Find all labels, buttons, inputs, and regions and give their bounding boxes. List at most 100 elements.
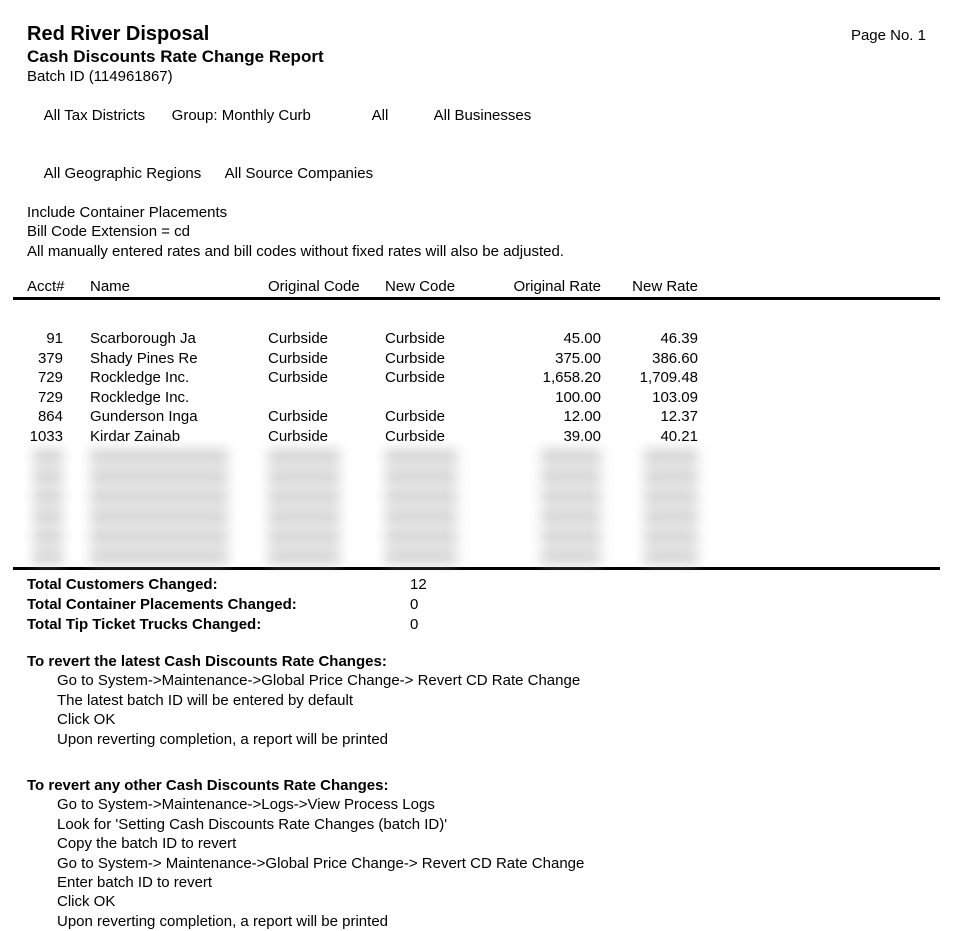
total-customers-label: Total Customers Changed:: [27, 575, 218, 593]
instruction-step: Click OK: [57, 893, 116, 911]
cell-new-code: [385, 388, 505, 407]
cell-new-rate: 1,709.48: [639, 369, 698, 387]
bill-code-line: Bill Code Extension = cd: [27, 223, 191, 241]
cell-acct: 1033: [29, 427, 63, 445]
cell-new-code: Curbside: [385, 349, 446, 367]
cell-original-rate: 12.00: [563, 408, 601, 426]
cell-acct: 729: [37, 388, 63, 406]
col-header-new-code: New Code: [385, 278, 456, 296]
report-header: Red River Disposal Page No. 1: [27, 22, 926, 46]
redacted-rows: [13, 447, 940, 567]
rate-change-table: Acct# Name Original Code New Code Origin…: [13, 277, 940, 567]
total-container-placements-label: Total Container Placements Changed:: [27, 595, 297, 613]
company-name: Red River Disposal: [27, 23, 210, 45]
table-bottom-rule: [13, 566, 940, 570]
total-tip-ticket-trucks-value: 0: [410, 615, 419, 633]
cell-name: Kirdar Zainab: [90, 427, 181, 445]
total-container-placements-value: 0: [410, 595, 419, 613]
redacted-row: [13, 467, 940, 487]
cell-original-code: [268, 388, 385, 407]
col-header-original-rate: Original Rate: [513, 278, 601, 296]
cell-new-rate: 46.39: [660, 330, 698, 348]
instruction-step: Go to System->Maintenance->Logs->View Pr…: [57, 796, 435, 814]
filter-group: Group: Monthly Curb: [171, 106, 311, 124]
filter-all: All: [371, 106, 389, 124]
table-row: 729 Rockledge Inc. 100.00 103.09: [13, 388, 940, 407]
filter-businesses: All Businesses: [433, 106, 532, 124]
total-tip-ticket-trucks-row: Total Tip Ticket Trucks Changed: 0: [27, 615, 926, 635]
table-row: 91 Scarborough Ja Curbside Curbside 45.0…: [13, 329, 940, 348]
instruction-step: Go to System->Maintenance->Global Price …: [57, 672, 581, 690]
cell-original-code: Curbside: [268, 369, 329, 387]
col-header-original-code: Original Code: [268, 278, 360, 296]
instruction-step: Go to System-> Maintenance->Global Price…: [57, 854, 585, 872]
table-header-row: Acct# Name Original Code New Code Origin…: [13, 277, 940, 301]
cell-original-rate: 1,658.20: [542, 369, 601, 387]
cell-new-rate: 12.37: [660, 408, 698, 426]
col-header-name: Name: [90, 278, 131, 296]
filter-geographic-regions: All Geographic Regions: [43, 165, 202, 183]
cell-original-code: Curbside: [268, 427, 329, 445]
cell-name: Shady Pines Re: [90, 349, 198, 367]
col-header-acct: Acct#: [27, 278, 65, 296]
page-number: Page No. 1: [850, 27, 926, 44]
instruction-step: Copy the batch ID to revert: [57, 835, 237, 853]
total-tip-ticket-trucks-label: Total Tip Ticket Trucks Changed:: [27, 615, 262, 633]
total-container-placements-row: Total Container Placements Changed: 0: [27, 595, 926, 615]
batch-id: Batch ID (114961867): [27, 68, 173, 85]
filter-source-companies: All Source Companies: [224, 165, 374, 183]
instruction-step: The latest batch ID will be entered by d…: [57, 691, 354, 709]
cell-new-rate: 386.60: [652, 349, 698, 367]
cell-name: Scarborough Ja: [90, 330, 196, 348]
redacted-row: [13, 507, 940, 527]
cell-new-code: Curbside: [385, 427, 446, 445]
redacted-row: [13, 547, 940, 567]
cell-original-code: Curbside: [268, 349, 329, 367]
note-line: All manually entered rates and bill code…: [27, 242, 564, 260]
cell-original-rate: 39.00: [563, 427, 601, 445]
instructions-heading: To revert any other Cash Discounts Rate …: [27, 776, 389, 794]
cell-original-rate: 100.00: [555, 388, 601, 406]
instructions-heading: To revert the latest Cash Discounts Rate…: [27, 652, 387, 670]
totals-section: Total Customers Changed: 12 Total Contai…: [27, 575, 926, 635]
table-row: 864 Gunderson Inga Curbside Curbside 12.…: [13, 407, 940, 426]
cell-new-code: Curbside: [385, 330, 446, 348]
table-body: 91 Scarborough Ja Curbside Curbside 45.0…: [13, 329, 940, 445]
revert-latest-instructions: To revert the latest Cash Discounts Rate…: [27, 652, 926, 749]
cell-new-code: Curbside: [385, 369, 446, 387]
cell-original-rate: 45.00: [563, 330, 601, 348]
filter-line-2: All Geographic Regions All Source Compani…: [27, 145, 926, 203]
redacted-row: [13, 487, 940, 507]
report-page: Red River Disposal Page No. 1 Cash Disco…: [13, 22, 940, 930]
cell-new-rate: 40.21: [660, 427, 698, 445]
redacted-row: [13, 447, 940, 467]
table-row: 379 Shady Pines Re Curbside Curbside 375…: [13, 349, 940, 368]
cell-acct: 91: [46, 330, 63, 348]
instruction-step: Click OK: [57, 711, 116, 729]
filter-line-1: All Tax Districts Group: Monthly Curb All A…: [27, 86, 926, 144]
instruction-step: Enter batch ID to revert: [57, 873, 213, 891]
cell-original-code: Curbside: [268, 330, 329, 348]
filter-tax-districts: All Tax Districts: [43, 106, 146, 124]
redacted-row: [13, 527, 940, 547]
cell-original-rate: 375.00: [555, 349, 601, 367]
cell-new-rate: 103.09: [652, 388, 698, 406]
table-row: 1033 Kirdar Zainab Curbside Curbside 39.…: [13, 427, 940, 446]
report-title: Cash Discounts Rate Change Report: [27, 47, 324, 66]
total-customers-row: Total Customers Changed: 12: [27, 575, 926, 595]
cell-new-code: Curbside: [385, 408, 446, 426]
cell-acct: 379: [37, 349, 63, 367]
cell-name: Rockledge Inc.: [90, 369, 190, 387]
cell-acct: 729: [37, 369, 63, 387]
revert-other-instructions: To revert any other Cash Discounts Rate …: [27, 776, 926, 931]
include-line: Include Container Placements: [27, 203, 228, 221]
instruction-step: Look for 'Setting Cash Discounts Rate Ch…: [57, 815, 448, 833]
cell-acct: 864: [37, 408, 63, 426]
instruction-step: Upon reverting completion, a report will…: [57, 730, 389, 748]
cell-original-code: Curbside: [268, 408, 329, 426]
col-header-new-rate: New Rate: [632, 278, 698, 296]
cell-name: Gunderson Inga: [90, 408, 198, 426]
table-row: 729 Rockledge Inc. Curbside Curbside 1,6…: [13, 368, 940, 387]
cell-name: Rockledge Inc.: [90, 388, 190, 406]
instruction-step: Upon reverting completion, a report will…: [57, 912, 389, 930]
